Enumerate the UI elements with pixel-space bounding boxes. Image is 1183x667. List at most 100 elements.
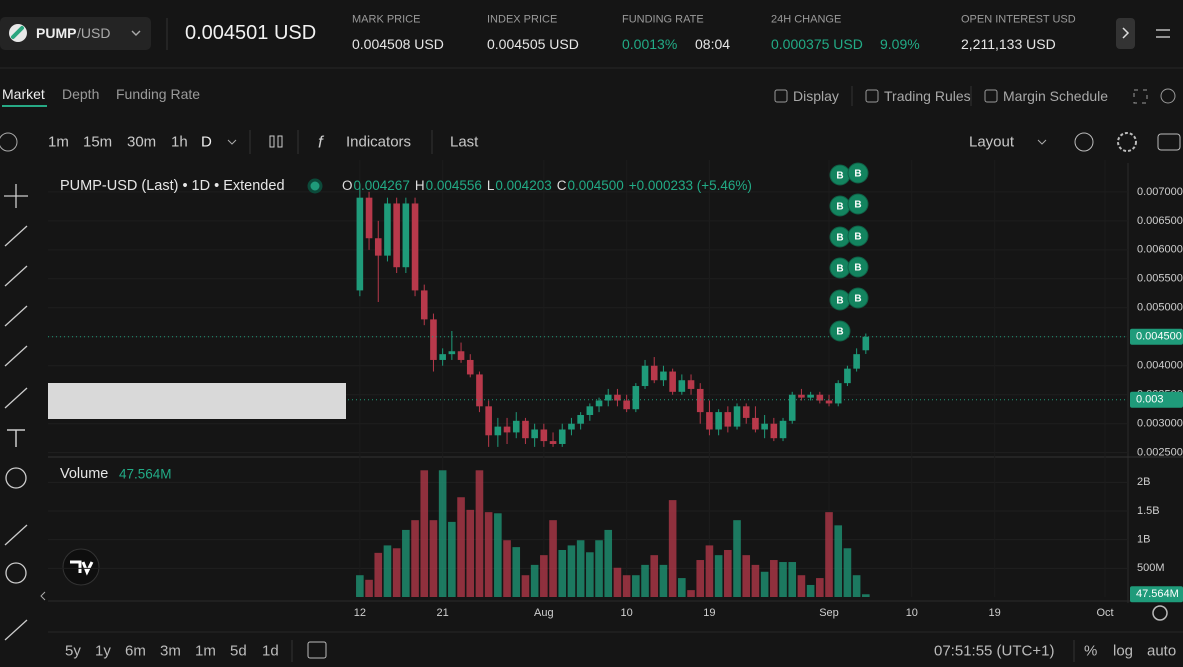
y-tick-label: 0.005500 (1137, 273, 1183, 285)
volume-bar (714, 555, 723, 597)
candle-body (807, 394, 814, 398)
y-tick-label: 0.004000 (1137, 360, 1183, 372)
candle-body (669, 371, 676, 392)
interval[interactable]: 1h (171, 133, 188, 151)
trade-marker-label: B (836, 264, 843, 275)
volume-tick-label: 2B (1137, 476, 1150, 488)
candle-body (862, 336, 870, 351)
trade-marker-label: B (836, 296, 843, 307)
candle-body (540, 429, 548, 442)
candle-body (420, 290, 428, 320)
link-icon (774, 89, 788, 103)
range[interactable]: 1m (195, 642, 216, 660)
indicators-button[interactable]: Indicators (346, 133, 412, 151)
interval[interactable]: 15m (83, 133, 113, 151)
candle-body (752, 417, 759, 430)
volume-bar (788, 562, 797, 597)
volume-bar (687, 590, 695, 597)
trade-marker-label: B (836, 171, 843, 182)
tab[interactable]: Market (2, 86, 45, 102)
range[interactable]: 5d (230, 642, 247, 660)
candle-body (365, 197, 373, 239)
volume-bar (494, 513, 502, 597)
volume-bar (595, 540, 603, 597)
auto-toggle[interactable]: auto (1147, 642, 1177, 660)
candle-body (614, 394, 621, 401)
x-tick-label: 21 (437, 607, 449, 619)
legend-value: 0.004267 (353, 178, 410, 193)
candle-body (798, 394, 805, 398)
percent-toggle[interactable]: % (1084, 642, 1098, 660)
volume-bar (503, 540, 511, 597)
panel-link[interactable]: Display (793, 88, 839, 104)
interval[interactable]: 30m (127, 133, 157, 151)
last-price: 0.004501 USD (185, 22, 317, 44)
volume-bar (806, 584, 815, 597)
volume-bar (622, 575, 631, 597)
candle-body (577, 415, 584, 424)
log-toggle[interactable]: log (1113, 642, 1134, 660)
symbol-selector (0, 17, 151, 50)
tool-icon (4, 225, 28, 247)
volume-bar (402, 529, 410, 597)
layout-button[interactable]: Layout (969, 133, 1015, 151)
candle-body (834, 383, 842, 404)
volume-bar (843, 548, 852, 597)
stat-extra: 9.09% (880, 36, 920, 52)
panel-link[interactable]: Trading Rules (884, 88, 971, 104)
range[interactable]: 3m (160, 642, 181, 660)
candle-body (696, 388, 704, 413)
y-tick-label: 0.002500 (1137, 447, 1183, 459)
y-tick-label: 0.007000 (1137, 186, 1183, 198)
status-dot (307, 178, 323, 194)
range[interactable]: 1d (262, 642, 279, 660)
panel-link[interactable]: Margin Schedule (1003, 88, 1109, 104)
candle-body (531, 429, 538, 439)
candle-body (660, 371, 667, 381)
chevron (1037, 139, 1047, 145)
legend-key: H (414, 178, 425, 193)
trade-marker-label: B (836, 327, 843, 338)
tab[interactable]: Funding Rate (116, 86, 201, 102)
candle-body (457, 351, 465, 360)
range[interactable]: 1y (95, 642, 111, 660)
candle-body (724, 412, 732, 427)
trade-marker-label: B (836, 233, 843, 244)
trade-marker (847, 287, 869, 309)
range[interactable]: 5y (65, 642, 81, 660)
symbol-icon-pill (11, 26, 24, 39)
symbol: PUMP (36, 25, 77, 41)
range[interactable]: 6m (125, 642, 146, 660)
candle-body (816, 394, 824, 401)
candle-body (558, 429, 566, 444)
candle-body (761, 423, 768, 430)
candle-icon (277, 135, 283, 148)
candle-body (779, 420, 787, 439)
trade-marker-label: B (854, 263, 861, 274)
tab[interactable]: Depth (62, 86, 100, 102)
interval[interactable]: 1m (48, 133, 69, 151)
price-source[interactable]: Last (450, 133, 479, 151)
interval[interactable]: D (201, 133, 212, 151)
stat-value: 0.004508 USD (352, 36, 444, 52)
x-tick-label: 10 (621, 607, 633, 619)
volume-tick-label: 1B (1137, 534, 1150, 546)
candle-body (402, 203, 410, 268)
volume-bar (576, 540, 585, 597)
candle-icon (269, 135, 275, 148)
volume-bar (383, 545, 392, 597)
volume-bar (549, 520, 557, 597)
price-label-bg (1130, 328, 1183, 345)
candle-body (623, 400, 630, 410)
volume-bar (365, 579, 373, 597)
x-tick-label: Aug (534, 607, 554, 619)
tool-icon (5, 562, 27, 584)
volume-title: Volume (60, 465, 109, 482)
volume-bar (540, 555, 548, 597)
volume-bar (448, 521, 456, 597)
volume-bar (724, 549, 732, 597)
tool-icon (4, 265, 28, 287)
legend-key: C (556, 178, 567, 193)
candle-body (733, 406, 741, 427)
volume-bar (567, 545, 576, 597)
